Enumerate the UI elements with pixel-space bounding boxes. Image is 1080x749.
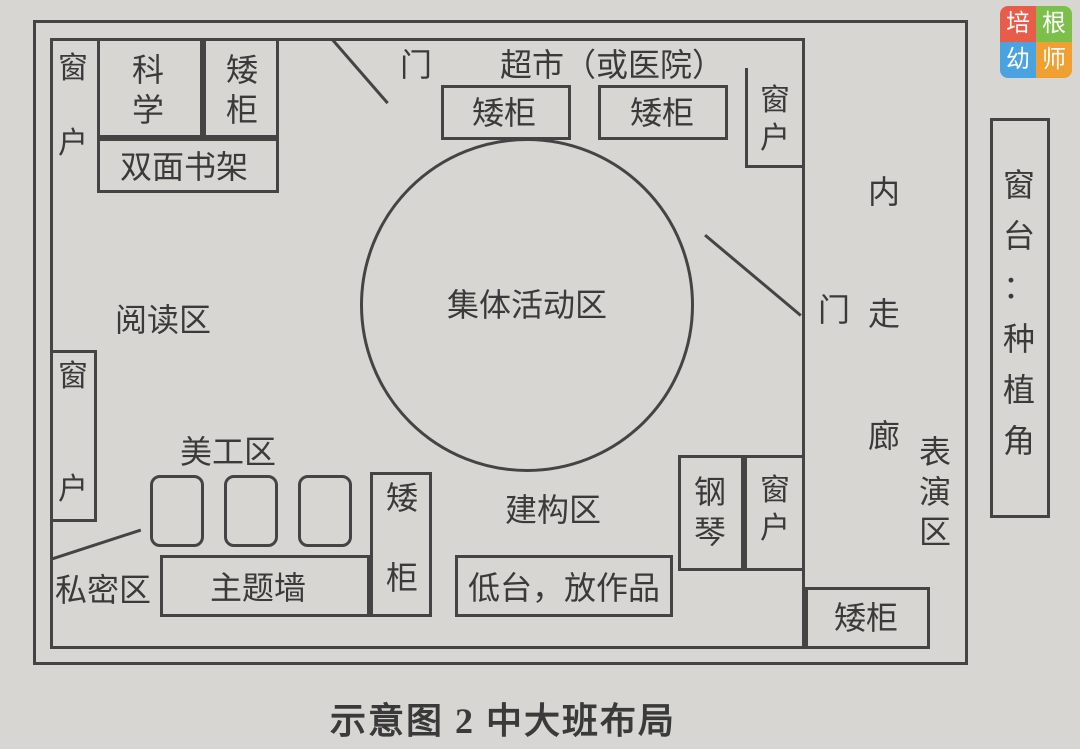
- low-cabinet-br-label: 矮柜: [834, 598, 898, 638]
- wm-char-1: 培: [1000, 12, 1036, 36]
- door-top-label: 门: [400, 45, 432, 85]
- window-top-left: 窗 户: [56, 50, 90, 163]
- reading-label: 阅读区: [115, 300, 211, 340]
- sill-label: 窗 台 ： 种 植 角: [1002, 160, 1036, 467]
- wm-char-2: 根: [1036, 12, 1072, 36]
- caption: 示意图 2 中大班布局: [330, 692, 676, 744]
- art-seat-3: [298, 475, 352, 547]
- group-label: 集体活动区: [447, 285, 607, 325]
- low-cabinet-tl-label: 矮 柜: [222, 50, 262, 130]
- wm-char-4: 师: [1036, 48, 1072, 72]
- science-label: 科 学: [128, 50, 168, 130]
- supermarket-label: 超市（或医院）: [500, 45, 724, 85]
- door-right-label: 门: [818, 290, 850, 330]
- piano-label: 钢 琴: [693, 472, 727, 552]
- art-seat-1: [150, 475, 204, 547]
- theme-wall-label: 主题墙: [210, 568, 306, 608]
- watermark: 培 根 幼 师: [1000, 6, 1072, 78]
- bookshelf-label: 双面书架: [120, 147, 248, 187]
- low-cabinet-mr-label: 矮 柜: [385, 478, 419, 598]
- low-shelf-label: 低台，放作品: [468, 568, 660, 608]
- private-label: 私密区: [55, 570, 151, 610]
- group-circle: 集体活动区: [360, 138, 694, 472]
- window-br-label: 窗 户: [758, 472, 792, 547]
- construction-label: 建构区: [505, 490, 601, 530]
- art-seat-2: [224, 475, 278, 547]
- corridor-label: 内 走 廊: [862, 175, 902, 405]
- low-cabinet-tc1-label: 矮柜: [472, 93, 536, 133]
- low-cabinet-tc2-label: 矮柜: [630, 93, 694, 133]
- wm-char-3: 幼: [1000, 48, 1036, 72]
- window-tr-label: 窗 户: [758, 82, 792, 157]
- performance-label: 表 演 区: [918, 432, 952, 552]
- window-ml-label: 窗 户: [56, 358, 90, 508]
- art-label: 美工区: [180, 432, 276, 472]
